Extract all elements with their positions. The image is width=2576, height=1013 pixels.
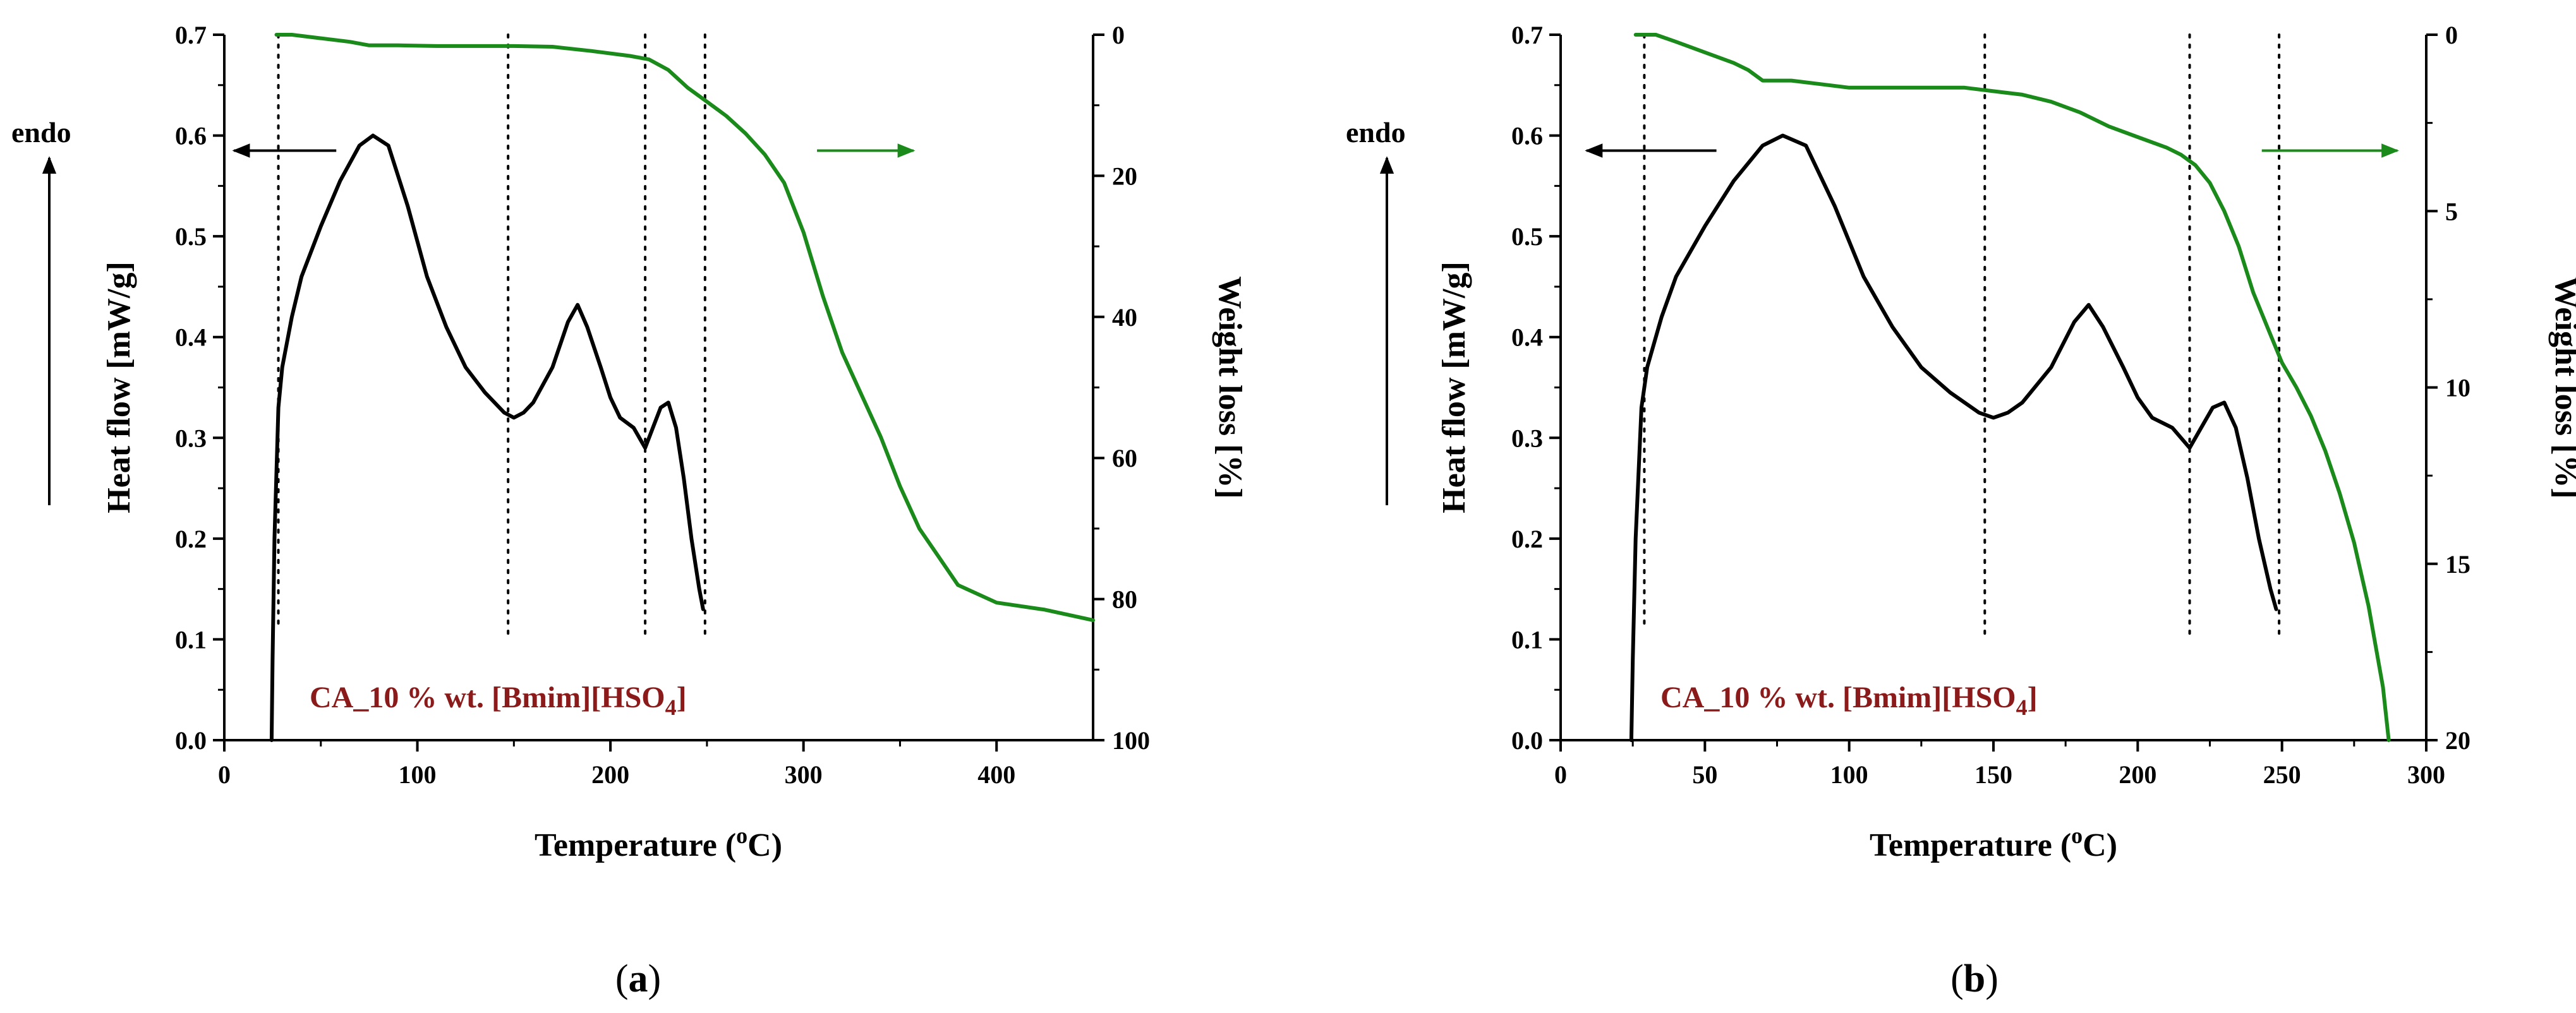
y-right-tick-label: 15	[2445, 550, 2470, 578]
x-tick-label: 50	[1692, 760, 1717, 789]
y-right-tick-label: 100	[1112, 726, 1150, 755]
sample-annotation: CA_10 % wt. [Bmim][HSO4]	[310, 681, 687, 720]
y-left-tick-label: 0.0	[175, 726, 207, 755]
x-label-sup: o	[2071, 823, 2083, 848]
weight-loss-curve	[274, 33, 1095, 623]
panel-label-letter: a	[629, 957, 648, 1000]
x-axis-label: Temperature (oC)	[1870, 823, 2117, 863]
x-tick-label: 100	[1830, 760, 1868, 789]
y-right-tick-label: 20	[1112, 162, 1137, 190]
x-label-sup: o	[736, 823, 747, 848]
x-label-post: C)	[2083, 827, 2117, 863]
y-right-tick-label: 60	[1112, 444, 1137, 472]
y-left-tick-label: 0.0	[1511, 726, 1543, 755]
y-right-tick-label: 20	[2445, 726, 2470, 755]
x-tick-label: 200	[2119, 760, 2156, 789]
y-left-axis-label: Heat flow [mW/g]	[1436, 261, 1472, 513]
y-left-tick-label: 0.4	[1511, 323, 1543, 352]
y-left-axis-label: Heat flow [mW/g]	[101, 261, 137, 513]
y-right-tick-label: 80	[1112, 585, 1137, 614]
y-left-tick-label: 0.5	[1511, 222, 1543, 251]
y-right-tick-label: 0	[1112, 21, 1125, 49]
y-right-tick-label: 10	[2445, 374, 2470, 402]
y-left-tick-label: 0.7	[175, 21, 207, 49]
endo-label: endo	[1346, 116, 1406, 148]
panel-label-open: (	[1950, 957, 1964, 1000]
panel-label-open: (	[615, 957, 629, 1000]
x-tick-label: 300	[2407, 760, 2445, 789]
y-left-tick-label: 0.2	[175, 525, 207, 553]
panel-a: 0 100 200 300 400 0.0 0.1 0.2 0.3 0.4 0.5 0.6 0.7 0 20…	[11, 21, 1248, 1000]
y-left-tick-label: 0.3	[175, 424, 207, 452]
x-label-pre: Temperature (	[1870, 827, 2071, 863]
annotation-suffix: ]	[677, 681, 687, 714]
y-left-tick-label: 0.1	[175, 625, 207, 654]
sample-annotation: CA_10 % wt. [Bmim][HSO4]	[1660, 681, 2038, 720]
heat-flow-curve	[269, 133, 705, 742]
heat-flow-curve	[1629, 133, 2278, 742]
y-right-tick-label: 40	[1112, 303, 1137, 332]
y-left-tick-label: 0.5	[175, 222, 207, 251]
y-right-axis-label: Weight loss [%]	[2548, 276, 2576, 498]
x-tick-label: 0	[218, 760, 231, 789]
panel-b: 0 50 100 150 200 250 3000.00.10.20.30.40.50.60…	[1346, 21, 2576, 1000]
panel-label: (a)	[615, 957, 661, 1000]
x-tick-label: 200	[591, 760, 629, 789]
y-right-tick-label: 0	[2445, 21, 2458, 49]
y-left-tick-label: 0.6	[175, 122, 207, 150]
y-left-tick-label: 0.4	[175, 323, 207, 352]
x-label-pre: Temperature (	[535, 827, 736, 863]
panel-label: (b)	[1950, 957, 1999, 1000]
y-left-tick-label: 0.3	[1511, 424, 1543, 452]
y-left-tick-label: 0.1	[1511, 625, 1543, 654]
x-tick-label: 100	[399, 760, 437, 789]
annotation-subscript: 4	[665, 695, 677, 720]
y-left-tick-label: 0.7	[1511, 21, 1543, 49]
x-tick-label: 250	[2263, 760, 2301, 789]
y-left-tick-label: 0.2	[1511, 525, 1543, 553]
y-right-axis-label: Weight loss [%]	[1212, 276, 1248, 498]
x-label-post: C)	[747, 827, 782, 863]
endo-label: endo	[11, 116, 71, 148]
x-axis-label: Temperature (oC)	[535, 823, 782, 863]
y-right-tick-label: 5	[2445, 197, 2458, 225]
annotation-prefix: CA_10 % wt. [Bmim][HSO	[1660, 681, 2016, 714]
weight-loss-curve	[1633, 33, 2391, 742]
annotation-subscript: 4	[2016, 695, 2028, 720]
annotation-suffix: ]	[2028, 681, 2038, 714]
panel-label-close: )	[648, 957, 662, 1000]
x-tick-label: 0	[1554, 760, 1567, 789]
x-tick-label: 150	[1974, 760, 2012, 789]
panel-label-letter: b	[1964, 957, 1985, 1000]
annotation-prefix: CA_10 % wt. [Bmim][HSO	[310, 681, 665, 714]
x-tick-label: 300	[785, 760, 823, 789]
panel-label-close: )	[1985, 957, 1999, 1000]
x-tick-label: 400	[977, 760, 1015, 789]
y-left-tick-label: 0.6	[1511, 122, 1543, 150]
